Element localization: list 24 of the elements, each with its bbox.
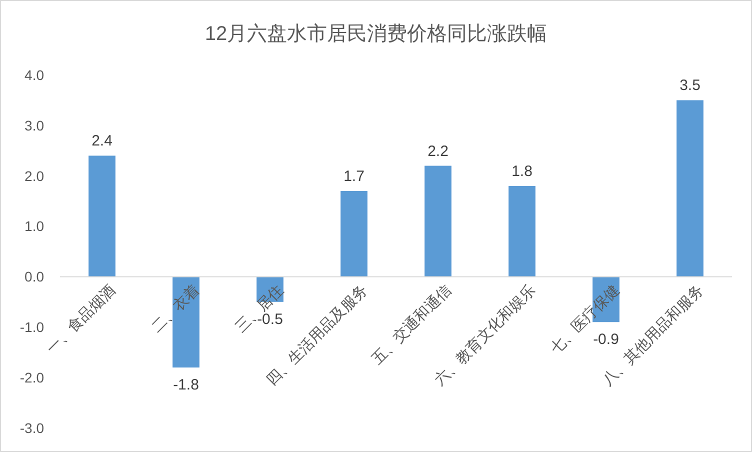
y-tick-label: 2.0: [24, 168, 44, 184]
y-tick-label: 4.0: [24, 66, 44, 83]
data-label: 2.2: [428, 142, 448, 160]
x-tick-label: 一、食品烟酒: [43, 282, 119, 358]
x-tick-label: 五、交通和通信: [368, 282, 455, 368]
y-tick-label: 0.0: [24, 268, 44, 285]
x-tick-label: 二、衣着: [148, 282, 203, 336]
y-tick-label: -2.0: [20, 369, 44, 386]
bar: [424, 166, 452, 277]
y-tick-label: -1.0: [20, 319, 44, 336]
bar: [88, 156, 116, 277]
bar: [508, 186, 536, 277]
data-label: 1.8: [512, 162, 532, 180]
chart-title: 12月六盘水市居民消费价格同比涨跌幅: [204, 23, 548, 45]
data-label: 2.4: [92, 132, 112, 150]
y-tick-label: 3.0: [24, 117, 44, 134]
data-label: -0.9: [593, 331, 619, 348]
bar: [676, 100, 704, 277]
data-label: 1.7: [344, 168, 364, 185]
data-label: -1.8: [173, 376, 199, 394]
data-label: 3.5: [680, 77, 700, 94]
bar: [340, 190, 368, 277]
y-tick-label: 1.0: [24, 218, 44, 234]
y-tick-label: -3.0: [20, 420, 44, 436]
